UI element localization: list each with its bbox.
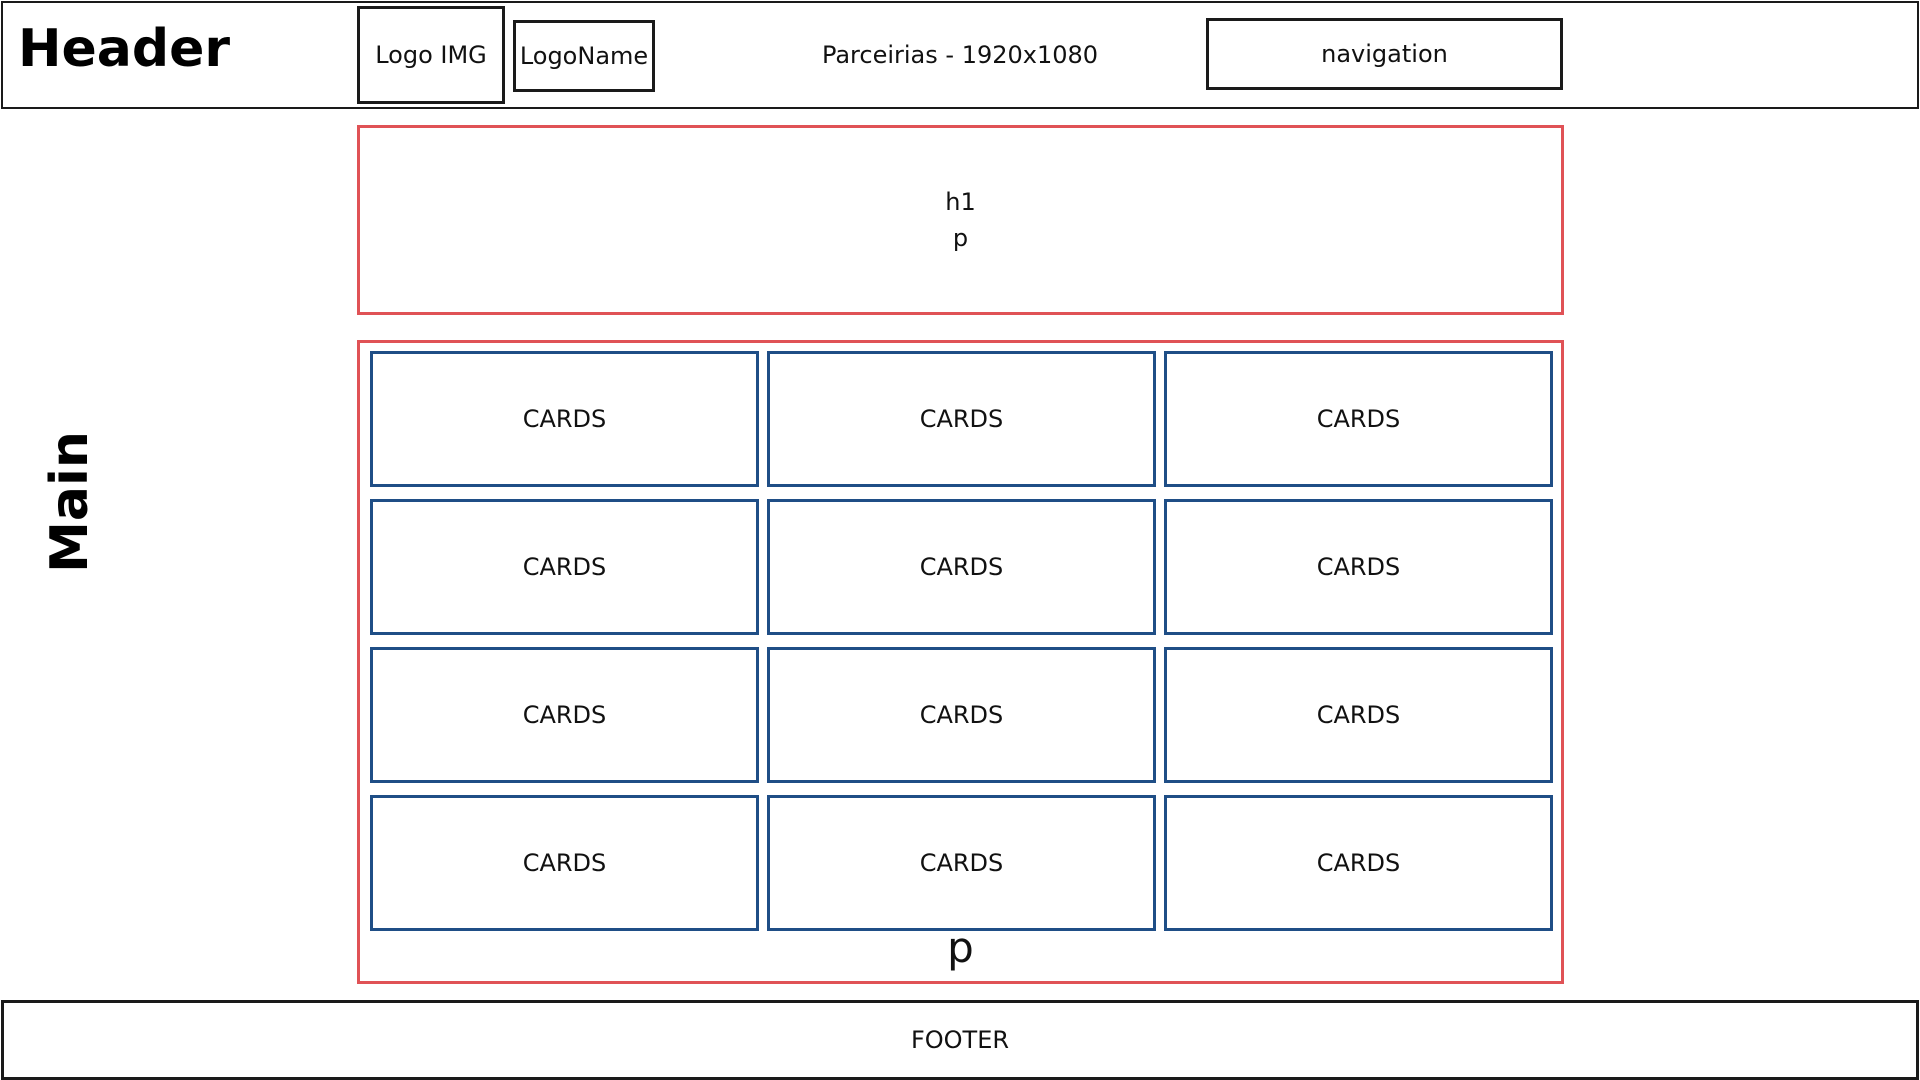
footer-bar: FOOTER	[1, 1000, 1919, 1080]
intro-section: h1 p	[357, 125, 1564, 315]
header-label: Header	[18, 19, 231, 79]
card[interactable]: CARDS	[1164, 351, 1553, 487]
intro-paragraph: p	[952, 224, 969, 252]
card[interactable]: CARDS	[370, 647, 759, 783]
card[interactable]: CARDS	[370, 795, 759, 931]
cards-grid: CARDS CARDS CARDS CARDS CARDS CARDS CARD…	[370, 351, 1553, 931]
card[interactable]: CARDS	[370, 351, 759, 487]
navigation-placeholder[interactable]: navigation	[1206, 18, 1563, 90]
card[interactable]: CARDS	[1164, 499, 1553, 635]
logo-name-placeholder[interactable]: LogoName	[513, 20, 655, 92]
page-title: Parceirias - 1920x1080	[821, 41, 1099, 69]
main-label: Main	[40, 431, 100, 573]
card[interactable]: CARDS	[1164, 647, 1553, 783]
card[interactable]: CARDS	[767, 499, 1156, 635]
card[interactable]: CARDS	[767, 351, 1156, 487]
intro-heading: h1	[945, 188, 976, 216]
card[interactable]: CARDS	[767, 795, 1156, 931]
cards-paragraph: p	[947, 923, 974, 972]
card[interactable]: CARDS	[1164, 795, 1553, 931]
header-bar	[1, 1, 1919, 109]
cards-section: CARDS CARDS CARDS CARDS CARDS CARDS CARD…	[357, 340, 1564, 984]
logo-img-placeholder[interactable]: Logo IMG	[357, 6, 505, 104]
card[interactable]: CARDS	[370, 499, 759, 635]
card[interactable]: CARDS	[767, 647, 1156, 783]
